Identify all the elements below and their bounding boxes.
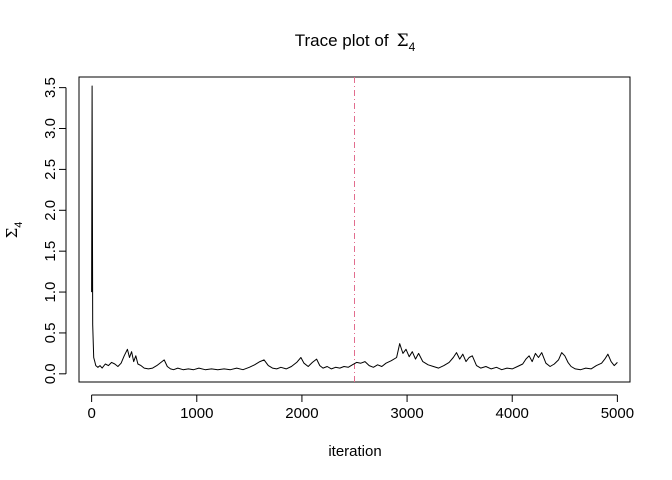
y-axis: 0.0 0.5 1.0 1.5 2.0 2.5 3.0 3.5	[42, 77, 67, 384]
y-axis-label: Σ4	[3, 222, 25, 239]
chart-title-text: Trace plot of	[295, 31, 389, 50]
x-tick-label: 3000	[390, 405, 423, 422]
x-tick-label: 5000	[601, 405, 634, 422]
chart-title-subscript: 4	[409, 40, 416, 54]
y-tick-label: 0.0	[42, 363, 59, 384]
y-tick-label: 1.0	[42, 282, 59, 303]
trace-line	[91, 85, 618, 371]
y-tick-label: 2.0	[42, 200, 59, 221]
x-axis: 0 1000 2000 3000 4000 5000	[87, 394, 634, 422]
chart-title: Trace plot of Σ4	[295, 31, 416, 54]
x-axis-label: iteration	[328, 443, 381, 460]
y-tick-label: 3.0	[42, 118, 59, 139]
x-tick-label: 0	[87, 405, 95, 422]
x-tick-label: 4000	[496, 405, 529, 422]
chart-title-symbol: Σ	[397, 31, 409, 51]
x-tick-label: 1000	[180, 405, 213, 422]
y-axis-label-subscript: 4	[13, 222, 25, 228]
y-tick-label: 0.5	[42, 323, 59, 344]
y-tick-label: 1.5	[42, 241, 59, 262]
series-layer	[91, 85, 618, 371]
svg-text:Σ4: Σ4	[3, 222, 25, 239]
y-tick-label: 2.5	[42, 159, 59, 180]
x-tick-label: 2000	[285, 405, 318, 422]
y-tick-label: 3.5	[42, 77, 59, 98]
y-axis-label-symbol: Σ	[3, 228, 21, 239]
